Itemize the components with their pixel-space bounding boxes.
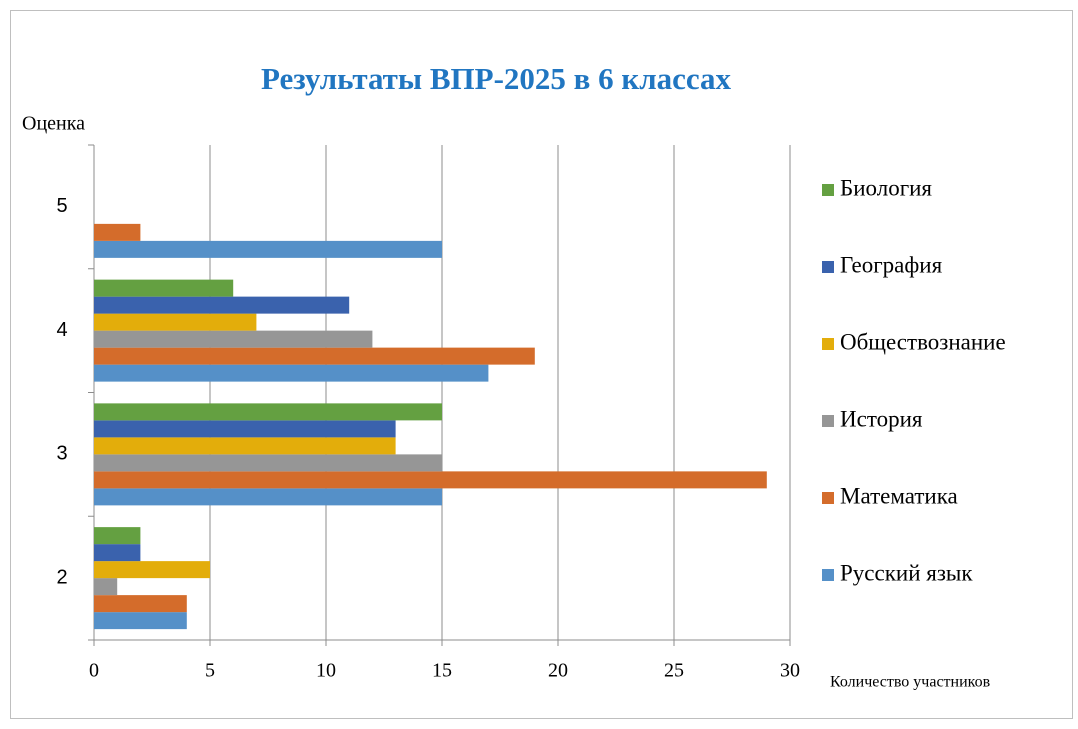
y-tick-label: 2: [56, 566, 67, 588]
x-tick-label: 20: [548, 660, 568, 682]
y-tick-label: 4: [56, 319, 67, 341]
bar: [94, 364, 489, 382]
y-axis-label: Оценка: [22, 113, 85, 135]
legend-label: Обществознание: [840, 329, 1006, 354]
bar: [94, 561, 210, 579]
legend-label: Биология: [840, 175, 932, 200]
bar: [94, 437, 396, 455]
x-tick-label: 15: [432, 660, 452, 682]
x-tick-label: 30: [780, 660, 800, 682]
x-axis-label: Количество участников: [830, 674, 991, 691]
bar: [94, 296, 350, 314]
legend-swatch: [822, 492, 834, 504]
legend-swatch: [822, 569, 834, 581]
bar: [94, 488, 442, 506]
bar: [94, 420, 396, 438]
x-tick-label: 0: [89, 660, 99, 682]
bar: [94, 471, 767, 489]
bar: [94, 279, 234, 297]
bar: [94, 240, 442, 258]
legend-label: История: [840, 406, 923, 431]
legend-swatch: [822, 338, 834, 350]
bar: [94, 595, 187, 613]
legend-swatch: [822, 184, 834, 196]
bar: [94, 454, 442, 472]
legend-label: Русский язык: [840, 560, 973, 585]
bar: [94, 612, 187, 630]
bar: [94, 403, 442, 421]
legend-swatch: [822, 415, 834, 427]
chart-title: Результаты ВПР-2025 в 6 классах: [261, 61, 732, 96]
bar: [94, 330, 373, 348]
x-tick-label: 10: [316, 660, 336, 682]
bar: [94, 544, 141, 562]
legend-label: География: [840, 252, 943, 277]
x-tick-label: 5: [205, 660, 215, 682]
bar: [94, 223, 141, 241]
legend-swatch: [822, 261, 834, 273]
bar: [94, 578, 118, 596]
y-tick-label: 5: [56, 195, 67, 217]
bar: [94, 313, 257, 331]
bar: [94, 527, 141, 545]
legend-label: Математика: [840, 483, 958, 508]
y-tick-label: 3: [56, 443, 67, 465]
bar: [94, 347, 535, 365]
x-tick-label: 25: [664, 660, 684, 682]
